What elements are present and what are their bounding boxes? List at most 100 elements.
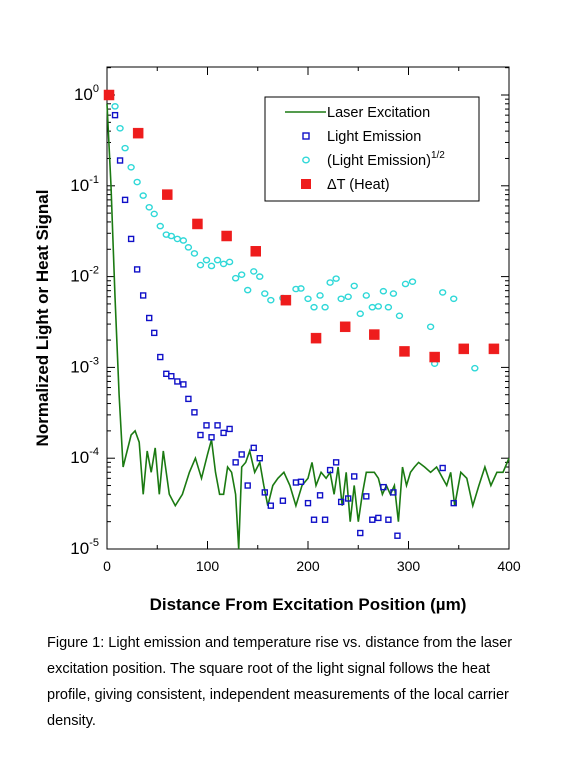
heat-point xyxy=(488,343,500,355)
light-emission-point xyxy=(174,378,181,385)
sqrt-light-emission-point xyxy=(344,293,352,301)
light-emission-point xyxy=(197,431,204,439)
sqrt-light-emission-point xyxy=(326,279,334,286)
light-emission-point xyxy=(146,314,153,322)
y-tick-label: 10-2 xyxy=(70,265,99,286)
light-emission-point xyxy=(256,455,263,462)
light-emission-point xyxy=(203,422,210,429)
light-emission-point xyxy=(316,492,324,499)
light-emission-point xyxy=(337,498,345,506)
x-tick-label: 400 xyxy=(497,558,521,574)
heat-point xyxy=(132,127,144,139)
legend-label: ΔT (Heat) xyxy=(327,177,390,193)
sqrt-light-emission-point xyxy=(111,103,119,110)
sqrt-light-emission-point xyxy=(237,271,246,278)
light-emission-point xyxy=(121,196,129,204)
sqrt-light-emission-point xyxy=(116,124,124,132)
x-tick-label: 200 xyxy=(296,558,320,574)
sqrt-light-emission-point xyxy=(368,303,377,311)
light-emission-point xyxy=(180,381,187,388)
sqrt-light-emission-point xyxy=(395,312,404,320)
sqrt-light-emission-point xyxy=(190,250,199,257)
sqrt-light-emission-point xyxy=(219,260,228,268)
heat-point xyxy=(250,246,261,257)
sqrt-light-emission-point xyxy=(207,262,216,270)
sqrt-light-emission-point xyxy=(450,295,458,303)
y-tick-label: 10-5 xyxy=(70,537,99,558)
sqrt-light-emission-point xyxy=(139,192,147,199)
sqrt-light-emission-point xyxy=(374,303,383,310)
x-tick-label: 0 xyxy=(103,558,111,574)
light-emission-point xyxy=(326,466,334,474)
sqrt-light-emission-point xyxy=(179,237,188,244)
light-emission-point xyxy=(139,292,147,299)
legend-circle-swatch xyxy=(302,156,310,164)
light-emission-point xyxy=(133,266,141,273)
light-emission-point xyxy=(163,370,170,378)
light-emission-point xyxy=(369,516,376,523)
legend-box xyxy=(264,96,480,202)
legend-label: Laser Excitation xyxy=(327,105,430,121)
sqrt-light-emission-point xyxy=(167,232,176,240)
light-emission-point xyxy=(375,514,382,522)
light-emission-point xyxy=(220,429,227,437)
sqrt-light-emission-point xyxy=(133,178,141,186)
light-emission-point xyxy=(450,499,457,507)
heat-point xyxy=(399,346,410,357)
light-emission-point xyxy=(261,489,268,496)
sqrt-light-emission-point xyxy=(297,285,305,292)
light-emission-point xyxy=(310,516,318,523)
figure-caption: Figure 1: Light emission and temperature… xyxy=(47,635,513,729)
light-emission-point xyxy=(157,353,164,361)
light-emission-point xyxy=(297,478,305,485)
sqrt-light-emission-point xyxy=(321,303,329,311)
light-emission-point xyxy=(321,516,329,523)
y-tick-label: 10-1 xyxy=(70,174,99,195)
light-emission-point xyxy=(127,235,135,243)
light-emission-point xyxy=(244,482,251,489)
sqrt-light-emission-point xyxy=(350,282,358,290)
laser-excitation-line xyxy=(106,103,510,550)
sqrt-light-emission-point xyxy=(356,310,364,318)
sqrt-light-emission-point xyxy=(316,292,324,299)
sqrt-light-emission-point xyxy=(184,244,193,251)
light-emission-point xyxy=(238,451,245,458)
light-emission-point xyxy=(168,372,175,380)
light-emission-point xyxy=(116,157,124,164)
light-emission-point xyxy=(394,532,401,539)
heat-point xyxy=(103,89,115,101)
light-emission-point xyxy=(111,111,119,119)
light-emission-point xyxy=(304,499,312,507)
light-emission-point xyxy=(385,516,392,523)
sqrt-light-emission-point xyxy=(196,261,205,269)
sqrt-light-emission-point xyxy=(127,163,135,171)
sqrt-light-emission-point xyxy=(471,364,479,372)
light-emission-point xyxy=(191,409,198,416)
light-emission-point xyxy=(292,479,300,486)
y-tick-label: 100 xyxy=(74,83,99,104)
light-emission-point xyxy=(332,459,340,466)
light-emission-point xyxy=(351,473,358,480)
light-emission-point xyxy=(151,329,158,337)
light-emission-point xyxy=(439,464,446,472)
y-axis-title: Normalized Light or Heat Signal xyxy=(33,190,52,447)
sqrt-light-emission-point xyxy=(202,256,211,264)
heat-point xyxy=(429,351,440,363)
light-emission-point xyxy=(363,493,370,500)
heat-point xyxy=(369,329,380,340)
light-emission-point xyxy=(185,395,192,403)
chart: 0 100 200 300 400 100 10-1 10-2 10-3 10-4 10-5 Las… xyxy=(33,66,521,614)
light-emission-point xyxy=(390,489,397,496)
heat-point xyxy=(192,218,203,230)
sqrt-light-emission-point xyxy=(243,286,252,294)
x-tick-label: 100 xyxy=(196,558,220,574)
sqrt-light-emission-point xyxy=(310,303,318,311)
sqrt-light-emission-point xyxy=(332,275,340,282)
sqrt-light-emission-point xyxy=(267,296,275,304)
sqrt-light-emission-point xyxy=(250,268,258,275)
light-emission-point xyxy=(279,497,287,504)
sqrt-light-emission-point xyxy=(231,274,240,282)
legend-filled-swatch xyxy=(301,179,311,189)
sqrt-light-emission-point xyxy=(150,210,158,218)
sqrt-light-emission-point xyxy=(401,280,410,288)
